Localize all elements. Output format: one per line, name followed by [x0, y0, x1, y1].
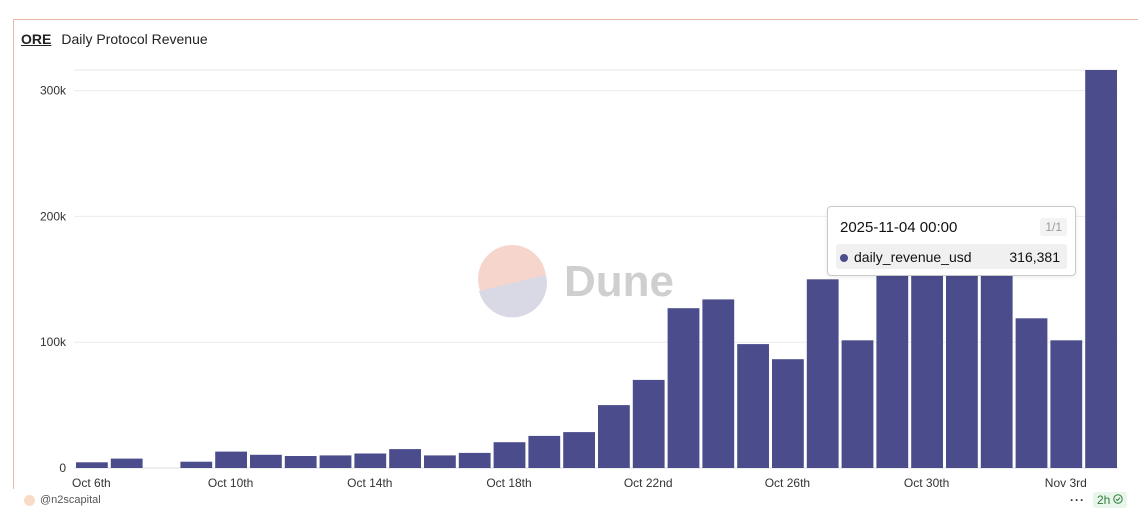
bar[interactable]	[806, 279, 839, 468]
x-tick-label: Nov 3rd	[1045, 476, 1087, 490]
series-color-dot	[840, 253, 848, 262]
dune-watermark: Dune	[478, 245, 674, 318]
bar[interactable]	[389, 449, 421, 468]
grid-lines	[74, 69, 1118, 469]
x-tick-label: Oct 18th	[486, 476, 531, 490]
bar[interactable]	[1085, 70, 1117, 468]
chart-title: Daily Protocol Revenue	[61, 31, 208, 47]
tooltip-value: 316,381	[1009, 248, 1060, 265]
bar[interactable]	[319, 455, 352, 468]
bar[interactable]	[737, 344, 769, 468]
tooltip-series-name: daily_revenue_usd	[854, 248, 972, 265]
y-axis-ticks: 0 100k 200k 300k	[40, 84, 67, 475]
bar[interactable]	[946, 273, 978, 468]
bar[interactable]	[76, 462, 108, 468]
bar[interactable]	[284, 456, 317, 468]
chart-tooltip: 2025-11-04 00:00 1/1 daily_revenue_usd 3…	[827, 206, 1076, 276]
bar[interactable]	[702, 299, 735, 468]
y-tick-label: 200k	[40, 209, 67, 223]
bar[interactable]	[528, 435, 561, 468]
bar[interactable]	[424, 455, 456, 468]
bar[interactable]	[876, 273, 909, 468]
bar[interactable]	[354, 453, 387, 469]
avatar	[24, 494, 35, 506]
bar[interactable]	[563, 432, 595, 468]
x-tick-label: Oct 26th	[765, 476, 810, 490]
age-text: 2h	[1097, 493, 1111, 507]
bars	[76, 70, 1117, 468]
project-link[interactable]: ORE	[21, 31, 52, 47]
refresh-status-badge[interactable]: 2h	[1093, 492, 1128, 508]
chart-header: ORE Daily Protocol Revenue	[21, 30, 208, 48]
watermark-text: Dune	[564, 257, 674, 306]
tooltip-page-indicator: 1/1	[1040, 218, 1067, 236]
tooltip-series-row: daily_revenue_usd 316,381	[836, 244, 1067, 269]
x-tick-label: Oct 14th	[347, 476, 392, 490]
watermark-logo-slice	[479, 275, 547, 318]
bar[interactable]	[772, 359, 804, 468]
footer-actions: ··· 2h	[1070, 492, 1128, 508]
more-options-icon[interactable]: ···	[1070, 493, 1085, 507]
tooltip-date: 2025-11-04 00:00	[840, 219, 958, 236]
x-tick-label: Oct 10th	[208, 476, 253, 490]
x-axis-ticks: Oct 6th Oct 10th Oct 14th Oct 18th Oct 22nd O…	[72, 476, 1087, 490]
chart-card	[13, 19, 1138, 489]
bar[interactable]	[110, 458, 143, 468]
bar[interactable]	[667, 308, 700, 468]
author-credit[interactable]: @n2scapital	[24, 494, 101, 506]
bar[interactable]	[980, 273, 1013, 468]
bar[interactable]	[1050, 340, 1083, 468]
bar[interactable]	[1015, 318, 1048, 468]
check-circle-icon	[1113, 493, 1124, 507]
y-tick-label: 0	[59, 461, 66, 475]
bar[interactable]	[458, 452, 491, 468]
bar[interactable]	[250, 454, 282, 468]
bar[interactable]	[180, 461, 213, 468]
bar[interactable]	[911, 273, 943, 468]
y-tick-label: 300k	[40, 84, 67, 98]
bar[interactable]	[841, 340, 874, 468]
x-tick-label: Oct 22nd	[624, 476, 673, 490]
author-name: @n2scapital	[40, 494, 101, 506]
bar[interactable]	[493, 442, 526, 468]
bar[interactable]	[598, 405, 630, 468]
y-tick-label: 100k	[40, 335, 67, 349]
x-tick-label: Oct 30th	[904, 476, 949, 490]
bar[interactable]	[215, 451, 247, 468]
x-tick-label: Oct 6th	[72, 476, 111, 490]
bar[interactable]	[632, 379, 665, 468]
